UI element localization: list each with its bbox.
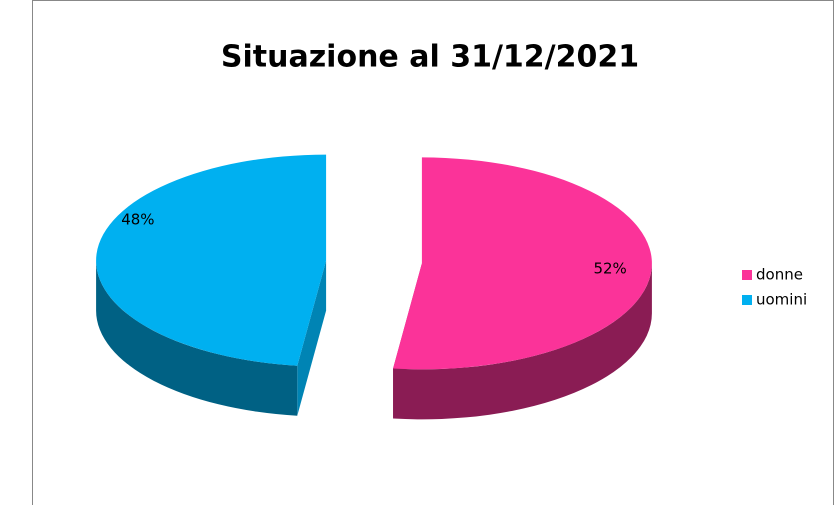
slice	[393, 157, 652, 370]
slice-cut-face	[297, 260, 327, 416]
legend-swatch	[742, 295, 752, 305]
legend-swatch	[742, 270, 752, 280]
legend-label: donne	[756, 266, 803, 284]
slice-side	[96, 260, 298, 416]
data-label: 52%	[593, 259, 626, 277]
slice	[96, 154, 327, 366]
legend-label: uomini	[756, 291, 807, 309]
data-label: 48%	[121, 211, 154, 229]
slice-side	[393, 263, 652, 420]
chart-title: Situazione al 31/12/2021	[221, 40, 639, 75]
